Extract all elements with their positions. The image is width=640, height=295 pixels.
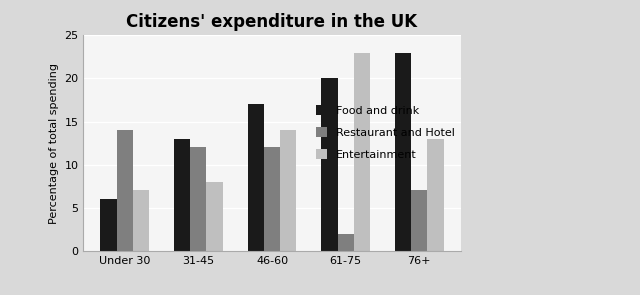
Bar	[264, 148, 280, 251]
Bar	[395, 53, 412, 251]
Y-axis label: Percentage of total spending: Percentage of total spending	[49, 63, 59, 224]
Bar	[132, 191, 149, 251]
Bar	[321, 78, 337, 251]
Bar	[248, 104, 264, 251]
Bar	[280, 130, 296, 251]
Bar	[207, 182, 223, 251]
Title: Citizens' expenditure in the UK: Citizens' expenditure in the UK	[127, 13, 417, 31]
Bar	[174, 139, 190, 251]
Legend: Food and drink, Restaurant and Hotel, Entertainment: Food and drink, Restaurant and Hotel, En…	[316, 105, 455, 160]
Bar	[116, 130, 132, 251]
Bar	[100, 199, 116, 251]
Bar	[412, 191, 428, 251]
Bar	[428, 139, 444, 251]
Bar	[190, 148, 207, 251]
Bar	[354, 53, 370, 251]
Bar	[337, 234, 354, 251]
